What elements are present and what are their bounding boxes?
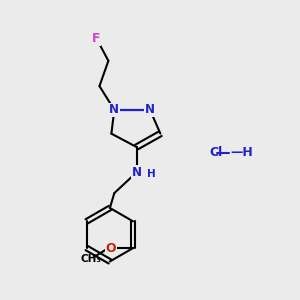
Text: N: N bbox=[109, 103, 119, 116]
Text: —H: —H bbox=[230, 146, 253, 160]
Text: O: O bbox=[105, 242, 116, 255]
Text: Cl: Cl bbox=[209, 146, 223, 160]
Text: N: N bbox=[132, 166, 142, 179]
Text: H: H bbox=[147, 169, 156, 179]
Text: CH₃: CH₃ bbox=[80, 254, 101, 264]
Text: F: F bbox=[92, 32, 101, 45]
Text: N: N bbox=[145, 103, 155, 116]
